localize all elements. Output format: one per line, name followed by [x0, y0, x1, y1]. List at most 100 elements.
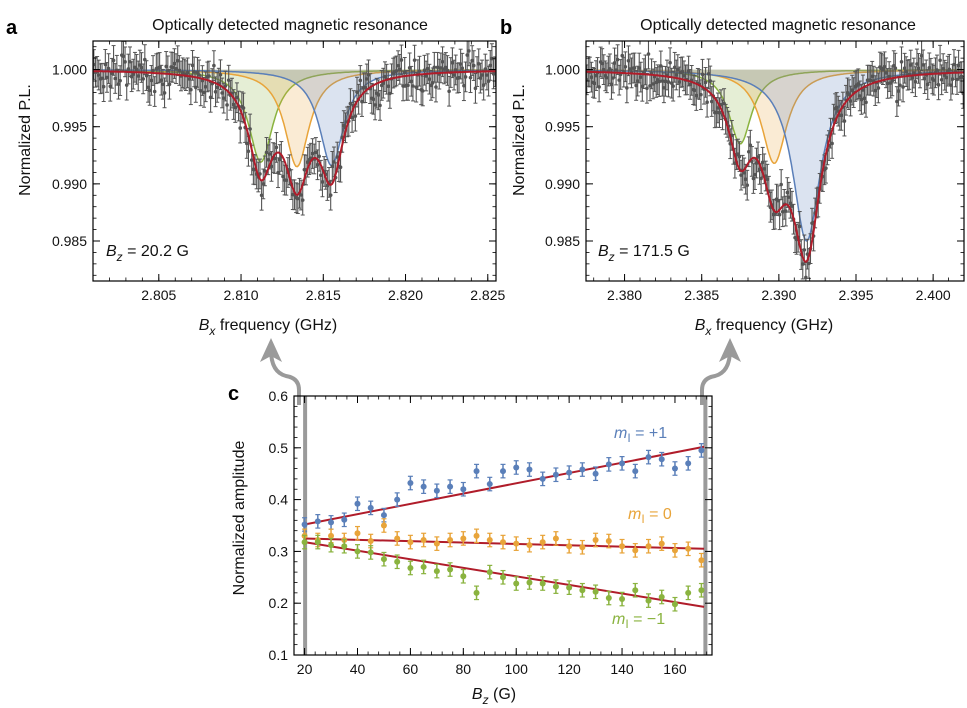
chart-a-xlabel-rest: frequency (GHz) [215, 317, 337, 334]
chart-a-data-point [116, 82, 121, 86]
chart-c-series-3-point [539, 580, 546, 587]
chart-b-data-point [703, 80, 708, 85]
chart-b-ytick-label: 0.985 [545, 233, 580, 249]
chart-c-series-3-point [619, 596, 626, 603]
chart-a-ann-var: B [106, 243, 117, 260]
chart-b-data-point [925, 82, 930, 87]
series-zero-var: m [628, 506, 641, 523]
chart-a-data-point [274, 145, 279, 150]
chart-a-data-point [439, 66, 443, 70]
chart-b-data-point [922, 76, 927, 81]
chart-a-data-point [175, 58, 180, 63]
chart-a-data-point [465, 53, 470, 57]
chart-b-data-point [824, 166, 828, 171]
chart-c-ytick-label: 0.4 [269, 492, 289, 508]
chart-b-data-point [617, 78, 621, 82]
chart-b-data-point [751, 176, 756, 181]
connector-arrowhead-a [260, 338, 282, 362]
chart-b-data-point [589, 75, 594, 79]
chart-a-data-point [164, 64, 168, 69]
chart-a-data-point [131, 72, 136, 76]
chart-a-ytick-label: 0.985 [52, 233, 87, 249]
chart-b-data-point [760, 160, 765, 165]
chart-b-data-point [640, 84, 645, 89]
panel-label-a: a [6, 17, 18, 39]
chart-a-data-point [157, 65, 162, 70]
series-plus1-sub: I [627, 431, 630, 445]
chart-b-xtick-label: 2.400 [916, 287, 951, 303]
chart-b-data-point [643, 68, 648, 72]
chart-a-data-point [185, 71, 190, 75]
chart-a-data-point [422, 68, 427, 73]
chart-a-data-point [246, 149, 251, 154]
chart-c-series-2-point [698, 557, 705, 564]
chart-b-data-point [939, 77, 944, 82]
chart-b-data-point [882, 64, 887, 69]
chart-b-data-point [666, 80, 671, 84]
chart-b-data-point [605, 75, 609, 80]
chart-b-peak-fill-3 [586, 69, 964, 241]
chart-b-data-point [716, 106, 720, 110]
connector-arrow-b [700, 349, 732, 405]
chart-a-data-point [144, 73, 149, 78]
chart-b-xtick-label: 2.380 [607, 287, 642, 303]
chart-b-data-point [634, 83, 638, 88]
chart-c-series-3-point [658, 593, 665, 600]
chart-c-series-2-point [513, 540, 520, 547]
chart-a-data-point [126, 67, 131, 71]
chart-c-series-2-point [592, 537, 599, 544]
chart-a-xtick-label: 2.805 [141, 287, 176, 303]
chart-b-data-point [762, 167, 766, 171]
chart-b-data-point [614, 68, 618, 72]
chart-a-data-point [444, 65, 448, 70]
chart-a-data-point [378, 103, 382, 108]
chart-a-data-point [284, 178, 289, 183]
panel-label-b: b [500, 17, 512, 39]
chart-a-ylabel: Normalized P.L. [17, 84, 34, 196]
chart-c-series-3-point [341, 543, 348, 550]
chart-c-series-3-point [380, 556, 387, 563]
chart-c-series-1-point [658, 456, 665, 463]
chart-c-series-3-point [685, 589, 692, 596]
chart-b-data-point [870, 74, 874, 79]
panel-label-c: c [228, 383, 239, 405]
chart-a-data-point [235, 95, 239, 100]
chart-b-data-point [932, 78, 936, 82]
chart-b-field-annotation: Bz = 171.5 G [598, 243, 690, 264]
chart-b-xtick-label: 2.395 [838, 287, 873, 303]
chart-b-data-point [677, 80, 682, 84]
series-label-zero: mI = 0 [628, 506, 672, 526]
chart-c-series-1-point [460, 486, 467, 493]
chart-a-data-point [417, 69, 422, 73]
series-label-minus1: mI = −1 [612, 611, 665, 631]
chart-a-data-point [233, 105, 238, 110]
chart-a-data-point [355, 90, 359, 94]
chart-c-series-2-point [354, 530, 361, 537]
chart-c-xtick-label: 40 [350, 661, 366, 677]
chart-a-data-point [207, 74, 211, 78]
chart-a-data-point [488, 63, 493, 68]
chart-a-data-point [221, 96, 226, 100]
chart-c-series-3-point [314, 539, 321, 546]
chart-c-series-1-point [314, 518, 321, 525]
chart-a-data-point [386, 84, 391, 89]
chart-a-data-point [300, 198, 305, 202]
chart-a-data-point [190, 63, 195, 68]
chart-b-data-point [784, 209, 788, 213]
chart-a-data-point [467, 49, 471, 53]
chart-a-data-point [269, 164, 274, 169]
chart-b-data-point [609, 82, 614, 87]
chart-b-data-point [754, 161, 759, 165]
chart-b-data-point [858, 94, 862, 98]
chart-a-peak-fill-2 [93, 69, 496, 167]
chart-a-data-point [146, 85, 150, 90]
chart-a-data-point [170, 65, 175, 70]
chart-b-data-point [887, 74, 891, 79]
chart-a-plot-area [93, 41, 496, 216]
chart-a-data-point [215, 85, 219, 90]
chart-a-data-point [319, 173, 323, 178]
chart-b-peak-fill-2 [586, 69, 964, 164]
chart-b-data-point [597, 85, 601, 89]
chart-b-ann-rest: = 171.5 G [615, 243, 690, 260]
